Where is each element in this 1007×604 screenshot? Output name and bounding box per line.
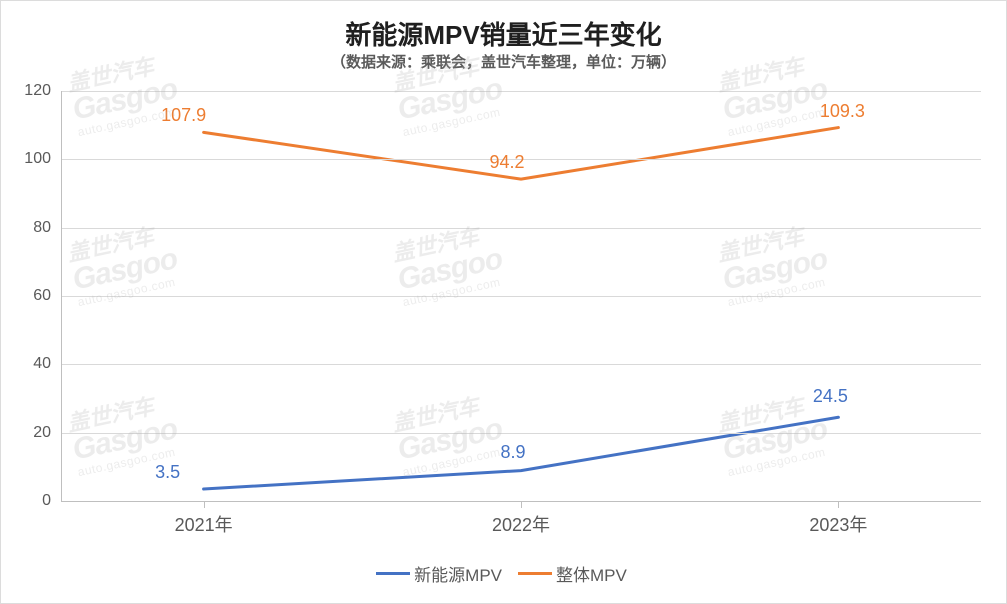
chart-title: 新能源MPV销量近三年变化: [1, 15, 1006, 52]
data-label-total: 94.2: [489, 152, 524, 173]
gridline: [61, 433, 981, 434]
legend-item-total: 整体MPV: [518, 561, 631, 586]
x-tick-label: 2022年: [492, 501, 550, 537]
gridline: [61, 228, 981, 229]
y-tick-label: 100: [24, 150, 61, 168]
data-label-total: 109.3: [820, 101, 865, 122]
y-tick-label: 40: [33, 355, 61, 373]
y-tick-label: 80: [33, 219, 61, 237]
y-tick-label: 0: [42, 492, 61, 510]
y-tick-label: 120: [24, 82, 61, 100]
data-label-nev: 8.9: [500, 442, 525, 463]
y-tick-label: 20: [33, 424, 61, 442]
gridline: [61, 296, 981, 297]
chart-container: 新能源MPV销量近三年变化 （数据来源：乘联会，盖世汽车整理，单位：万辆） 0 2…: [0, 0, 1007, 604]
legend-item-nev: 新能源MPV: [376, 561, 506, 586]
y-axis: [61, 91, 62, 501]
legend-swatch: [376, 572, 410, 575]
data-label-total: 107.9: [161, 105, 206, 126]
x-tick-label: 2023年: [809, 501, 867, 537]
legend-swatch: [518, 572, 552, 575]
legend-label: 新能源MPV: [410, 561, 506, 586]
legend: 新能源MPV 整体MPV: [1, 561, 1006, 586]
gridline: [61, 364, 981, 365]
gridline: [61, 91, 981, 92]
x-tick-label: 2021年: [175, 501, 233, 537]
plot-area: 0204060801001202021年2022年2023年3.58.924.5…: [61, 91, 981, 501]
data-label-nev: 24.5: [813, 386, 848, 407]
chart-subtitle: （数据来源：乘联会，盖世汽车整理，单位：万辆）: [1, 51, 1006, 72]
data-label-nev: 3.5: [155, 462, 180, 483]
legend-label: 整体MPV: [552, 561, 631, 586]
y-tick-label: 60: [33, 287, 61, 305]
